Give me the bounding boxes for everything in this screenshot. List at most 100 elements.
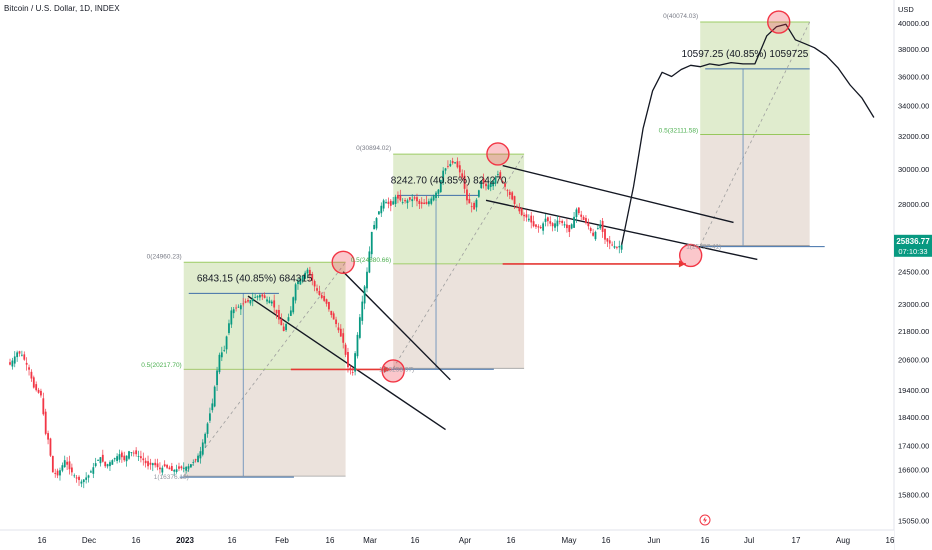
candle-body bbox=[620, 244, 623, 250]
candle-body bbox=[613, 246, 616, 248]
current-price-label: 25836.77 bbox=[896, 237, 930, 246]
candle-body bbox=[59, 470, 61, 476]
candle-body bbox=[32, 377, 35, 388]
candle-body bbox=[149, 462, 152, 465]
candle-body bbox=[70, 467, 73, 473]
candle-body bbox=[235, 307, 237, 309]
candle-body bbox=[411, 199, 414, 202]
candle-body bbox=[225, 336, 228, 350]
candle-body bbox=[118, 454, 121, 460]
candle-body bbox=[470, 206, 473, 208]
candle-body bbox=[487, 184, 490, 190]
candle-body bbox=[427, 201, 430, 205]
candle-body bbox=[216, 370, 218, 386]
fib-half-label-0: 0.5(20217.70) bbox=[141, 362, 181, 369]
candle-body bbox=[35, 384, 38, 391]
candle-body bbox=[268, 300, 271, 303]
candle-body bbox=[140, 456, 142, 459]
candle-body bbox=[608, 240, 611, 244]
price-tick-label: 23000.00 bbox=[898, 300, 929, 309]
candle-body bbox=[544, 218, 547, 222]
candle-body bbox=[125, 455, 128, 462]
projection-path bbox=[621, 23, 875, 245]
measure-label-1: 8242.70 (40.85%) 824270 bbox=[391, 175, 507, 186]
candle-body bbox=[87, 475, 90, 478]
candle-body bbox=[418, 200, 421, 204]
candle-body bbox=[501, 181, 504, 183]
stop-zone-2 bbox=[700, 134, 810, 246]
time-tick-label: Dec bbox=[82, 536, 96, 545]
candle-body bbox=[573, 216, 575, 228]
time-tick-label: Apr bbox=[459, 536, 472, 545]
candle-body bbox=[135, 450, 138, 455]
candle-body bbox=[556, 220, 559, 227]
support-arrowhead-1 bbox=[678, 260, 686, 268]
time-tick-label: 16 bbox=[507, 536, 516, 545]
candle-body bbox=[51, 456, 54, 473]
current-price-badge bbox=[894, 234, 932, 257]
candle-body bbox=[523, 214, 525, 217]
target-zone-1 bbox=[393, 154, 525, 264]
candle-body bbox=[249, 300, 252, 304]
candle-body bbox=[366, 271, 368, 289]
candle-body bbox=[344, 344, 347, 355]
candle-body bbox=[44, 411, 47, 434]
candle-body bbox=[589, 228, 592, 231]
candle-body bbox=[42, 398, 45, 415]
candle-body bbox=[270, 301, 273, 304]
candle-body bbox=[339, 328, 342, 337]
measure-label-2: 10597.25 (40.85%) 1059725 bbox=[682, 49, 809, 60]
candle-body bbox=[516, 207, 518, 208]
candle-body bbox=[489, 182, 492, 188]
candle-body bbox=[47, 433, 49, 440]
candle-body bbox=[380, 205, 383, 214]
candle-body bbox=[492, 180, 495, 187]
fib-zero-label-0: 0(24960.23) bbox=[147, 253, 182, 260]
candle-body bbox=[596, 228, 599, 229]
candle-body bbox=[594, 231, 597, 240]
candle-body bbox=[213, 386, 216, 407]
candle-body bbox=[259, 295, 261, 298]
candle-body bbox=[408, 197, 411, 200]
candle-body bbox=[539, 226, 542, 229]
candle-body bbox=[385, 202, 387, 204]
candle-body bbox=[111, 460, 114, 465]
price-tick-label: 36000.00 bbox=[898, 72, 929, 81]
candle-body bbox=[475, 199, 478, 208]
highlight-circle-3 bbox=[678, 243, 703, 268]
price-tick-label: 34000.00 bbox=[898, 101, 929, 110]
time-tick-label: 16 bbox=[602, 536, 611, 545]
candle-body bbox=[144, 460, 147, 464]
candle-body bbox=[347, 352, 349, 368]
candle-body bbox=[561, 220, 564, 224]
candle-body bbox=[349, 367, 352, 370]
candle-body bbox=[285, 324, 287, 331]
candle-body bbox=[173, 470, 176, 472]
candle-body bbox=[361, 301, 364, 321]
candle-body bbox=[92, 467, 95, 474]
stop-zone-0 bbox=[183, 369, 346, 477]
candle-body bbox=[480, 180, 483, 189]
price-tick-label: 19400.00 bbox=[898, 386, 929, 395]
candle-body bbox=[513, 196, 516, 204]
countdown-label: 07:10:33 bbox=[898, 247, 927, 256]
time-tick-label: 16 bbox=[886, 536, 895, 545]
candle-body bbox=[313, 281, 316, 287]
candle-body bbox=[356, 334, 359, 357]
candle-body bbox=[447, 165, 449, 167]
candle-body bbox=[611, 244, 614, 246]
candle-body bbox=[497, 174, 499, 175]
candle-body bbox=[392, 201, 395, 205]
candle-body bbox=[508, 191, 511, 196]
candle-body bbox=[218, 354, 221, 373]
measure-label-0: 6843.15 (40.85%) 684315 bbox=[197, 273, 313, 284]
candle-body bbox=[197, 455, 199, 463]
candle-body bbox=[297, 281, 299, 285]
candle-body bbox=[551, 223, 554, 227]
candle-body bbox=[9, 362, 11, 365]
time-tick-label: Feb bbox=[275, 536, 289, 545]
candle-body bbox=[301, 275, 304, 282]
lightning-event-icon[interactable] bbox=[699, 514, 711, 526]
time-tick-label: 16 bbox=[411, 536, 420, 545]
